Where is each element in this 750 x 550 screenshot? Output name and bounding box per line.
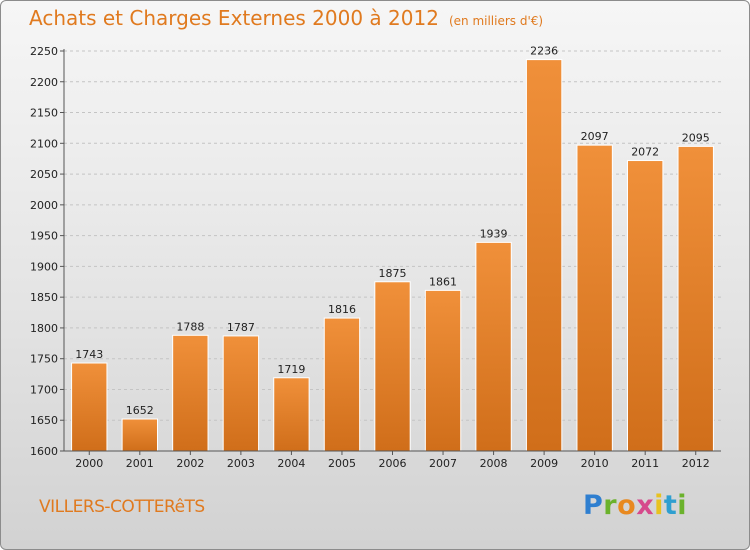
chart-unit: (en milliers d'€) <box>448 14 544 28</box>
y-tick-label: 1950 <box>30 230 58 243</box>
y-tick-label: 1800 <box>30 322 58 335</box>
y-tick-label: 1600 <box>30 445 58 458</box>
y-tick-label: 2050 <box>30 168 58 181</box>
y-tick-label: 2000 <box>30 199 58 212</box>
y-tick-label: 1650 <box>30 414 58 427</box>
bar-2006 <box>374 281 411 452</box>
bar-value-label: 1816 <box>328 303 356 316</box>
logo-letter: P <box>583 490 604 521</box>
bar-value-label: 1788 <box>176 320 204 333</box>
bars: 1743 1652 1788 1787 1719 1816 1875 1861 1939 2236… <box>71 45 714 452</box>
x-tick-label: 2005 <box>328 457 356 470</box>
y-tick-label: 2100 <box>30 137 58 150</box>
bar-value-label: 1939 <box>480 227 508 240</box>
bar-value-label: 1861 <box>429 275 457 288</box>
y-tick-label: 1900 <box>30 260 58 273</box>
proxiti-logo[interactable]: Proxiti <box>583 490 687 521</box>
y-tick-label: 2200 <box>30 76 58 89</box>
location-label: VILLERS-COTTERêTS <box>39 497 205 517</box>
bar-2001 <box>121 418 158 452</box>
bar-2010 <box>576 144 613 452</box>
logo-letter: t <box>663 490 678 521</box>
y-tick-label: 1750 <box>30 353 58 366</box>
chart-title: Achats et Charges Externes 2000 à 2012 (e… <box>29 6 543 30</box>
axes: 1600 1650 1700 1750 1800 1850 1900 1950 2000 2050… <box>30 45 721 470</box>
y-tick-label: 2150 <box>30 107 58 120</box>
bar-value-label: 1652 <box>126 404 154 417</box>
x-tick-label: 2010 <box>581 457 609 470</box>
logo-letter: o <box>617 490 637 521</box>
y-tick-label: 2250 <box>30 45 58 58</box>
x-tick-label: 2001 <box>126 457 154 470</box>
bar-2011 <box>627 160 664 452</box>
logo-letter: r <box>603 490 618 521</box>
chart-title-text: Achats et Charges Externes 2000 à 2012 <box>29 6 439 30</box>
bar-value-label: 1875 <box>379 267 407 280</box>
logo-letter: i <box>654 490 664 521</box>
bar-value-label: 1787 <box>227 321 255 334</box>
x-tick-label: 2012 <box>682 457 710 470</box>
bar-2005 <box>323 317 361 452</box>
x-tick-label: 2004 <box>277 457 305 470</box>
x-tick-label: 2009 <box>530 457 558 470</box>
logo-letter: x <box>636 490 655 521</box>
x-tick-label: 2002 <box>176 457 204 470</box>
x-tick-label: 2006 <box>379 457 407 470</box>
bar-value-label: 1719 <box>277 363 305 376</box>
bar-value-label: 2236 <box>530 45 558 58</box>
bar-2003 <box>222 335 260 452</box>
bar-2008 <box>475 241 512 452</box>
x-tick-label: 2011 <box>631 457 659 470</box>
bar-2007 <box>424 289 462 452</box>
bar-value-label: 2072 <box>631 146 659 159</box>
y-tick-label: 1700 <box>30 383 58 396</box>
bar-2000 <box>71 362 108 452</box>
x-tick-label: 2003 <box>227 457 255 470</box>
bar-2002 <box>172 334 209 452</box>
bar-value-label: 1743 <box>75 348 103 361</box>
x-tick-label: 2007 <box>429 457 457 470</box>
logo-letter: i <box>677 490 688 521</box>
y-tick-label: 1850 <box>30 291 58 304</box>
bar-2012 <box>677 145 714 452</box>
x-tick-label: 2000 <box>75 457 103 470</box>
bar-2009 <box>525 59 563 452</box>
x-tick-label: 2008 <box>480 457 508 470</box>
bar-2004 <box>273 377 310 452</box>
bar-value-label: 2097 <box>581 130 609 143</box>
bar-value-label: 2095 <box>682 131 710 144</box>
